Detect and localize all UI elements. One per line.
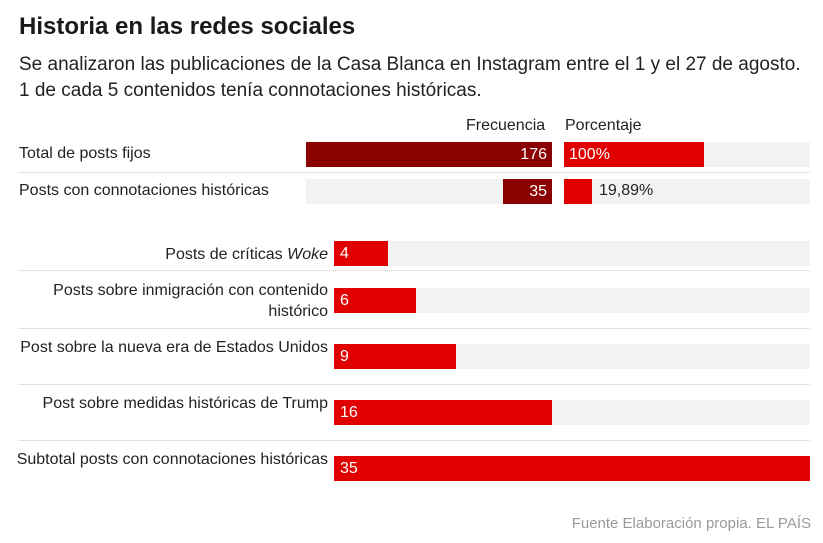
- row-separator: [19, 384, 810, 385]
- frecuencia-value-connotaciones: 35: [529, 183, 547, 200]
- table-row-label-total: Total de posts fijos: [19, 145, 151, 162]
- frecuencia-bar-total: 176: [306, 142, 552, 167]
- table-row-label-connotaciones: Posts con connotaciones históricas: [19, 182, 269, 199]
- bar-value-label: 35: [340, 460, 358, 477]
- bar-value-label: 4: [340, 245, 349, 262]
- porcentaje-bar-connotaciones: [564, 179, 592, 204]
- bar: 9: [334, 344, 456, 369]
- category-label: Post sobre la nueva era de Estados Unido…: [8, 337, 328, 358]
- porcentaje-track: [564, 179, 810, 204]
- frecuencia-value-total: 176: [520, 146, 547, 163]
- column-header-porcentaje: Porcentaje: [565, 117, 642, 134]
- chart-subtitle: Se analizaron las publicaciones de la Ca…: [19, 54, 801, 101]
- category-label-text: Post sobre medidas históricas de Trump: [42, 395, 328, 412]
- porcentaje-value-total: 100%: [569, 146, 610, 163]
- bar-value-label: 16: [340, 404, 358, 421]
- category-label: Post sobre medidas históricas de Trump: [8, 393, 328, 414]
- frecuencia-bar-connotaciones: 35: [503, 179, 552, 204]
- row-separator: [19, 440, 810, 441]
- category-label: Posts de críticas Woke: [8, 244, 328, 265]
- row-separator: [19, 172, 810, 173]
- category-label-emphasis: Woke: [287, 246, 328, 263]
- bar: 16: [334, 400, 552, 425]
- bar-value-label: 6: [340, 292, 349, 309]
- porcentaje-value-connotaciones: 19,89%: [599, 182, 654, 199]
- category-label-text: Posts sobre inmigración con contenido hi…: [53, 282, 328, 320]
- bar: 4: [334, 241, 388, 266]
- bar-track: [334, 241, 810, 266]
- row-separator: [19, 270, 810, 271]
- bar-value-label: 9: [340, 348, 349, 365]
- column-header-frecuencia: Frecuencia: [466, 117, 546, 134]
- category-label-text: Posts de críticas: [165, 246, 288, 263]
- source-note: Fuente Elaboración propia. EL PAÍS: [571, 515, 811, 532]
- porcentaje-bar-total: 100%: [564, 142, 704, 167]
- bar: 35: [334, 456, 810, 481]
- chart-title: Historia en las redes sociales: [19, 13, 356, 40]
- bar: 6: [334, 288, 416, 313]
- category-label: Posts sobre inmigración con contenido hi…: [8, 280, 328, 322]
- category-label-text: Post sobre la nueva era de Estados Unido…: [20, 339, 328, 356]
- row-separator: [19, 328, 810, 329]
- category-label-text: Subtotal posts con connotaciones históri…: [16, 451, 328, 468]
- category-label: Subtotal posts con connotaciones históri…: [8, 449, 328, 470]
